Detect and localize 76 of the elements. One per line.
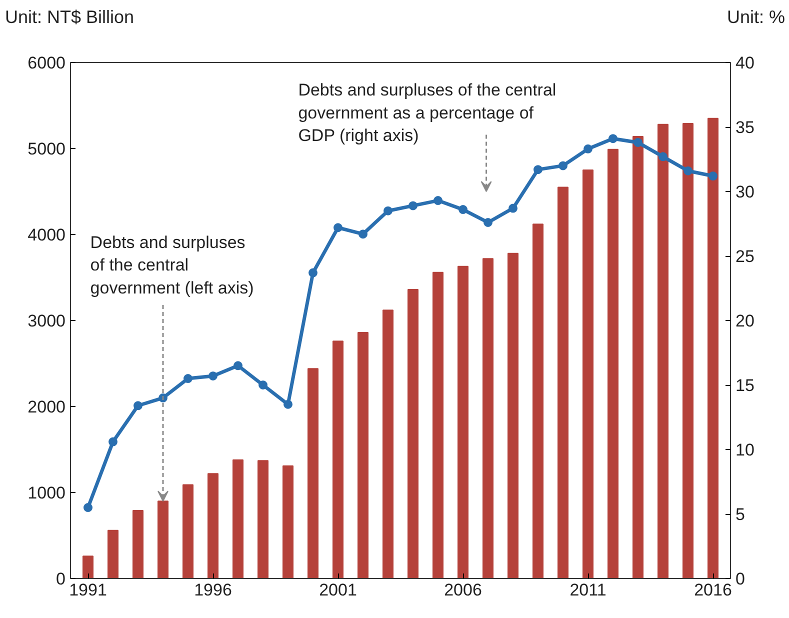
- bar: [82, 556, 94, 578]
- x-tick-label: 2001: [319, 580, 357, 600]
- bar: [108, 530, 118, 578]
- point: [84, 503, 92, 512]
- bar: [232, 459, 244, 578]
- point: [708, 172, 718, 181]
- bar: [382, 310, 394, 578]
- y-tick-label: 1000: [28, 484, 66, 502]
- x-tick-label: 2006: [444, 580, 482, 600]
- point: [508, 204, 518, 213]
- y2-tick-label: 25: [736, 247, 754, 266]
- point: [134, 401, 142, 410]
- point: [234, 361, 242, 370]
- y2-tick-label: 0: [736, 570, 745, 588]
- bar: [508, 252, 518, 578]
- point: [384, 206, 392, 216]
- bar: [582, 170, 594, 578]
- point: [608, 134, 618, 144]
- y2-tick-label: 40: [736, 54, 754, 72]
- y-axis-title: Unit: NT$ Billion: [5, 6, 134, 29]
- bar: [408, 289, 418, 578]
- bar: [632, 136, 644, 578]
- bar: [482, 258, 494, 578]
- bar: [608, 148, 618, 578]
- y2-tick-label: 20: [736, 312, 754, 330]
- bar: [532, 224, 544, 578]
- y2-tick-label: 35: [736, 118, 754, 137]
- bar: [332, 340, 344, 578]
- y-tick-label: 4000: [28, 226, 66, 244]
- point: [108, 437, 118, 446]
- y-tick-label: 6000: [28, 54, 66, 72]
- point: [308, 268, 318, 278]
- point: [434, 196, 442, 206]
- x-tick-label: 2011: [570, 580, 606, 600]
- point: [584, 144, 592, 154]
- y2-tick-label: 10: [736, 440, 754, 460]
- y-tick-label: 0: [56, 570, 66, 588]
- annotation: Debts and surpluses of the central government as a percentage of GDP (right axis): [298, 80, 556, 146]
- point: [534, 165, 542, 174]
- point: [258, 380, 268, 390]
- bar: [708, 118, 718, 578]
- bar: [208, 473, 218, 578]
- point: [284, 400, 292, 409]
- bar: [658, 124, 668, 578]
- y-tick-label: 5000: [28, 140, 66, 158]
- point: [358, 230, 368, 239]
- y2-tick-label: 15: [736, 376, 754, 395]
- bar: [132, 510, 144, 578]
- x-tick-label: 2016: [694, 580, 732, 600]
- y2-tick-label: 5: [736, 505, 745, 524]
- point: [208, 371, 218, 380]
- bar: [258, 460, 268, 578]
- point: [334, 223, 342, 232]
- x-tick-label: 1991: [69, 580, 107, 600]
- bar: [308, 368, 318, 578]
- point: [558, 161, 568, 170]
- y-tick-label: 2000: [28, 398, 66, 416]
- bar: [458, 266, 468, 578]
- point: [484, 218, 492, 227]
- y2-tick-label: 30: [736, 182, 754, 202]
- bar: [282, 465, 294, 578]
- bar: [432, 272, 444, 578]
- point: [184, 374, 192, 384]
- y-tick-label: 3000: [28, 312, 66, 330]
- bar: [358, 332, 368, 578]
- x-tick-label: 1996: [194, 580, 232, 600]
- y2-axis-title: Unit: %: [726, 6, 785, 29]
- point: [408, 201, 418, 210]
- point: [634, 138, 642, 147]
- annotation: Debts and surpluses of the central government (left axis): [90, 232, 254, 298]
- bar: [182, 484, 194, 578]
- point: [458, 205, 468, 214]
- point: [658, 152, 668, 162]
- bar: [682, 123, 694, 578]
- bar: [558, 186, 568, 578]
- point: [684, 166, 692, 176]
